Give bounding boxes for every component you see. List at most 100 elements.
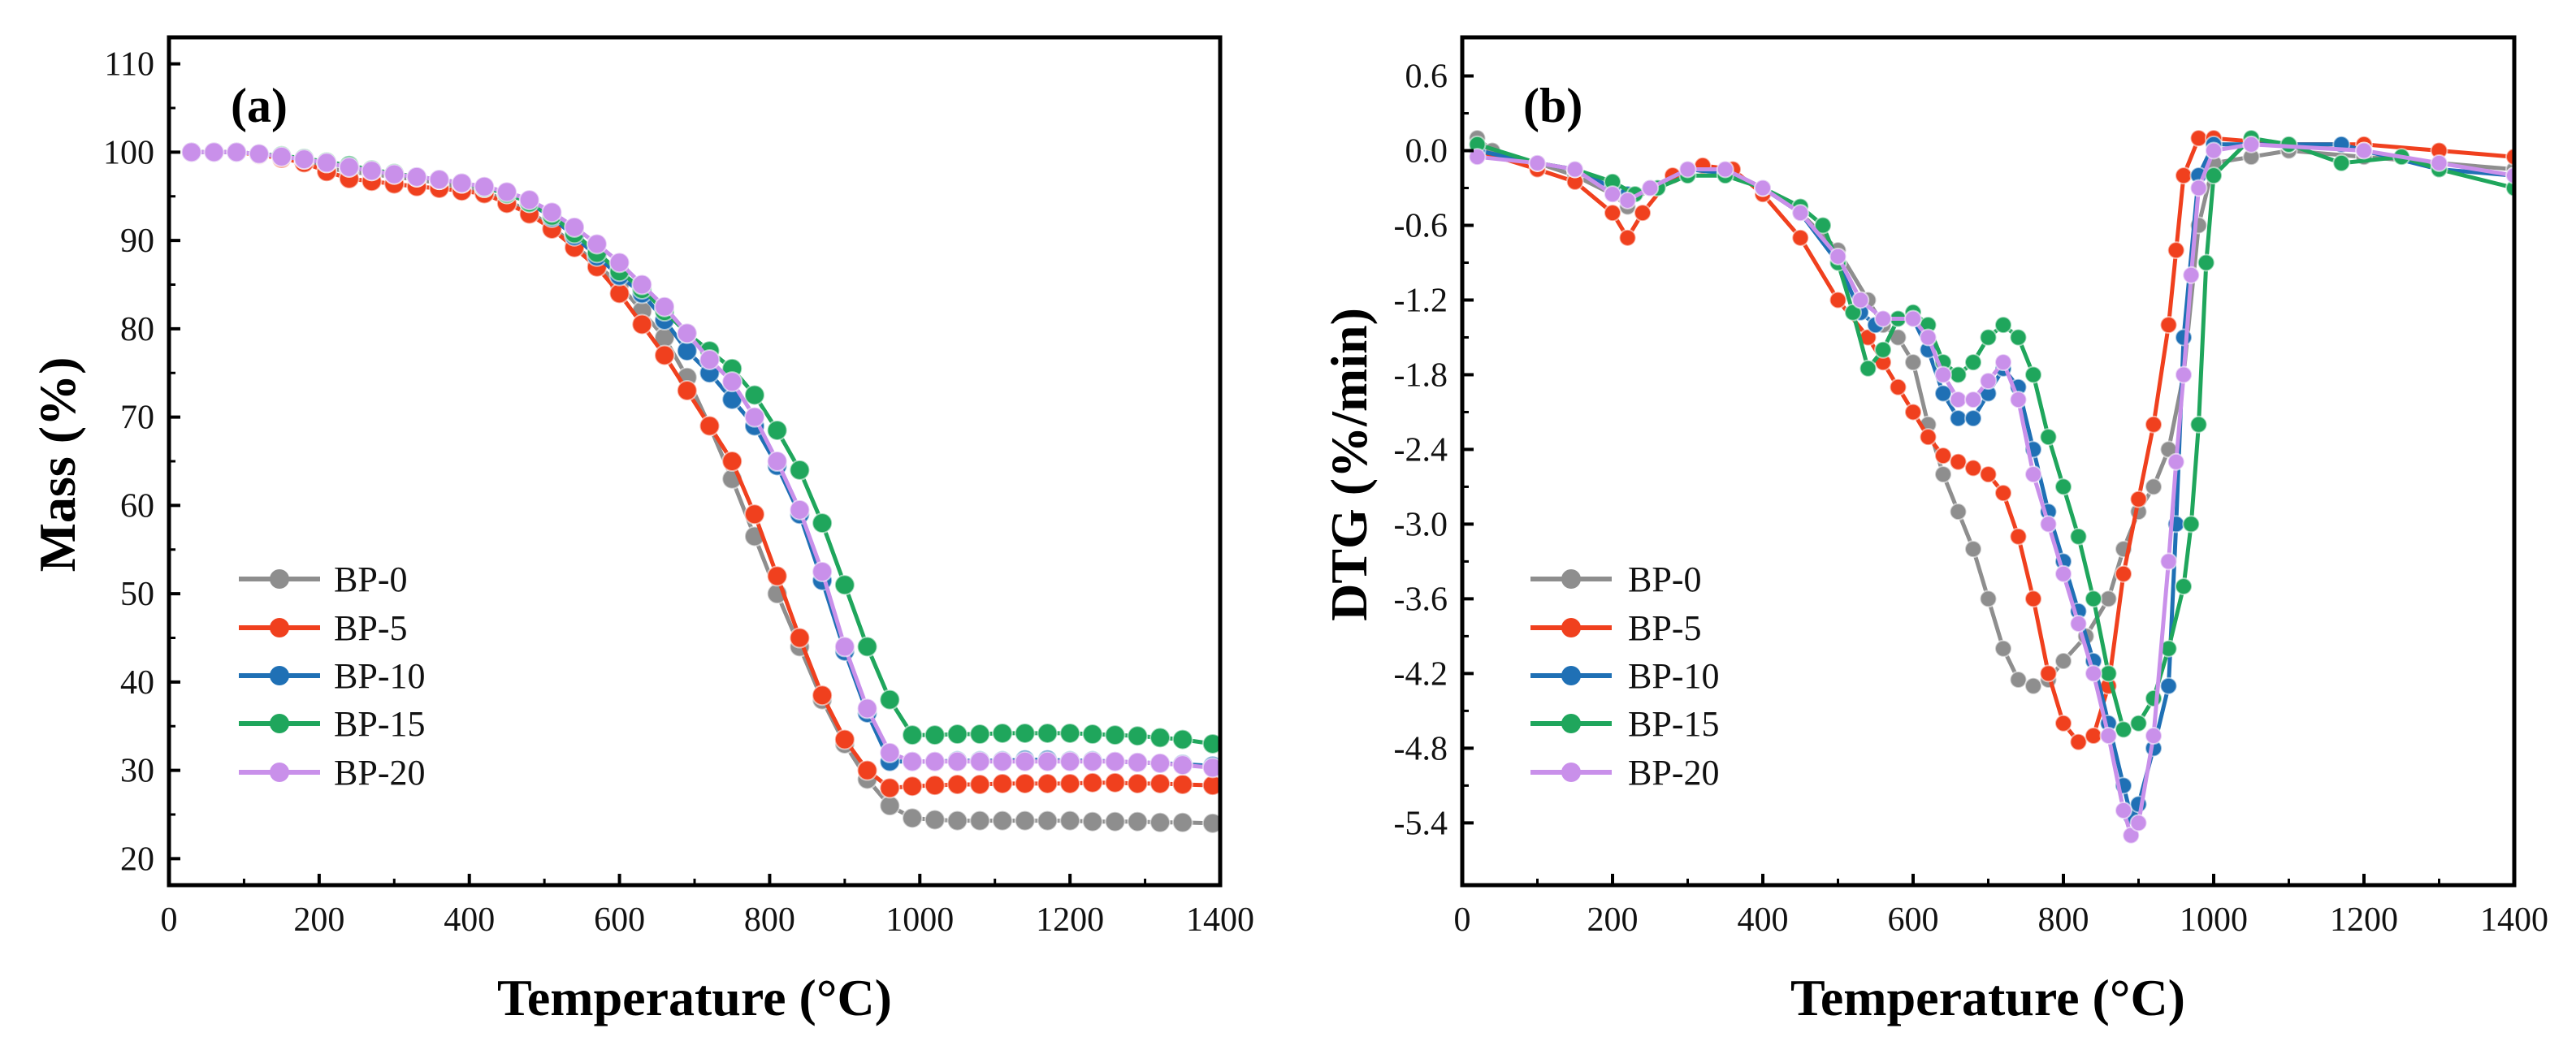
data-point-bp-0 xyxy=(2009,671,2028,689)
data-point-bp-20 xyxy=(946,750,968,772)
data-point-bp-20 xyxy=(812,560,833,582)
data-point-bp-15 xyxy=(833,574,855,596)
data-point-bp-20 xyxy=(1919,328,1937,347)
data-point-bp-5 xyxy=(1634,204,1652,223)
data-point-bp-20 xyxy=(1716,160,1734,179)
x-tick-label: 1200 xyxy=(1036,901,1104,939)
data-point-bp-20 xyxy=(2039,515,2058,534)
legend-marker-bp-20 xyxy=(270,763,289,782)
data-point-bp-15 xyxy=(743,384,765,406)
data-point-bp-5 xyxy=(743,503,765,525)
data-point-bp-15 xyxy=(1037,722,1059,744)
data-point-bp-5 xyxy=(631,313,653,335)
data-point-bp-15 xyxy=(2024,365,2042,384)
data-point-bp-5 xyxy=(1127,772,1149,794)
data-point-bp-20 xyxy=(1037,750,1059,772)
data-point-bp-5 xyxy=(991,772,1013,794)
data-point-bp-20 xyxy=(2430,153,2448,172)
data-point-bp-5 xyxy=(1604,204,1621,223)
data-point-bp-20 xyxy=(428,169,450,191)
data-point-bp-20 xyxy=(564,216,586,238)
legend-label-bp-5: BP-5 xyxy=(334,608,407,648)
data-point-bp-5 xyxy=(766,565,788,587)
legend-marker-bp-5 xyxy=(1561,618,1581,637)
data-point-bp-20 xyxy=(1934,365,1952,384)
x-tick-label: 400 xyxy=(1738,901,1789,939)
data-point-bp-0 xyxy=(1104,810,1126,832)
data-point-bp-20 xyxy=(1641,179,1660,197)
data-point-bp-20 xyxy=(2129,814,2148,832)
data-point-bp-20 xyxy=(1904,309,1922,328)
y-axis-title-a: Mass (%) xyxy=(28,357,86,573)
data-point-bp-5 xyxy=(1964,459,1982,477)
data-point-bp-15 xyxy=(2039,428,2058,447)
data-point-bp-15 xyxy=(2175,577,2193,596)
data-point-bp-5 xyxy=(1904,403,1922,421)
data-point-bp-15 xyxy=(1059,722,1081,744)
data-point-bp-20 xyxy=(518,189,540,211)
legend-label-bp-15: BP-15 xyxy=(334,704,425,744)
panel-label-a: (a) xyxy=(231,79,288,132)
y-tick-label: -1.2 xyxy=(1394,282,1448,319)
y-tick-label: 80 xyxy=(120,311,154,348)
series-line-bp-0 xyxy=(1475,136,2514,689)
data-point-bp-0 xyxy=(1149,811,1171,833)
data-point-bp-20 xyxy=(924,750,946,772)
data-point-bp-5 xyxy=(721,451,743,472)
data-point-bp-20 xyxy=(2189,179,2208,197)
data-point-bp-15 xyxy=(924,724,946,746)
plot-area-b xyxy=(1468,129,2514,845)
data-point-bp-15 xyxy=(2009,328,2028,347)
x-tick-label: 200 xyxy=(1587,901,1639,939)
legend-label-bp-0: BP-0 xyxy=(334,560,407,599)
data-point-bp-20 xyxy=(1127,751,1149,773)
data-point-bp-20 xyxy=(1565,160,1584,179)
chart-a-mass: (a) Temperature (°C) Mass (%) 0 200 400 600… xyxy=(28,35,1254,1026)
legend-label-bp-0: BP-0 xyxy=(1628,560,1701,599)
data-point-bp-5 xyxy=(1829,291,1847,309)
y-tick-label: 60 xyxy=(120,487,154,525)
data-point-bp-0 xyxy=(991,810,1013,832)
y-tick-label: -0.6 xyxy=(1394,207,1448,244)
data-point-bp-20 xyxy=(2175,365,2193,384)
x-tick-label: 0 xyxy=(161,901,178,939)
data-point-bp-20 xyxy=(2145,727,2163,745)
series-line-bp-15 xyxy=(191,149,1214,746)
x-tick-label: 400 xyxy=(444,901,495,939)
data-point-bp-15 xyxy=(1994,316,2012,335)
data-point-bp-0 xyxy=(1059,810,1081,832)
data-point-bp-5 xyxy=(1919,428,1937,447)
data-point-bp-15 xyxy=(2069,527,2088,546)
data-point-bp-20 xyxy=(1949,391,1968,409)
data-point-bp-15 xyxy=(1081,724,1103,745)
data-point-bp-20 xyxy=(541,201,563,223)
y-tick-label: -4.8 xyxy=(1394,730,1448,767)
data-point-bp-15 xyxy=(1814,216,1832,235)
y-tick-label: -1.8 xyxy=(1394,356,1448,394)
data-point-bp-0 xyxy=(2054,652,2072,671)
data-point-bp-20 xyxy=(2099,727,2118,745)
data-point-bp-15 xyxy=(2099,664,2118,683)
data-point-bp-15 xyxy=(1014,722,1036,744)
data-point-bp-5 xyxy=(1934,447,1952,465)
data-point-bp-20 xyxy=(2024,465,2042,484)
data-point-bp-0 xyxy=(924,809,946,831)
data-point-bp-15 xyxy=(812,512,833,534)
legend-marker-bp-5 xyxy=(270,618,289,637)
x-tick-label: 1400 xyxy=(2480,901,2548,939)
data-point-bp-20 xyxy=(316,152,338,174)
y-axis-title-b: DTG (%/min) xyxy=(1320,308,1378,621)
data-point-bp-15 xyxy=(2189,415,2208,434)
data-point-bp-20 xyxy=(991,750,1013,772)
x-tick-label: 600 xyxy=(594,901,645,939)
data-point-bp-15 xyxy=(1201,733,1220,754)
data-point-bp-15 xyxy=(946,724,968,745)
data-point-bp-15 xyxy=(991,722,1013,744)
y-tick-label: 110 xyxy=(105,46,154,84)
data-point-bp-15 xyxy=(856,636,878,658)
legend-label-bp-10: BP-10 xyxy=(334,656,425,696)
legend-marker-bp-0 xyxy=(1561,569,1581,589)
data-point-bp-15 xyxy=(2182,515,2201,534)
data-point-bp-20 xyxy=(2085,664,2102,683)
data-point-bp-20 xyxy=(1171,754,1193,776)
